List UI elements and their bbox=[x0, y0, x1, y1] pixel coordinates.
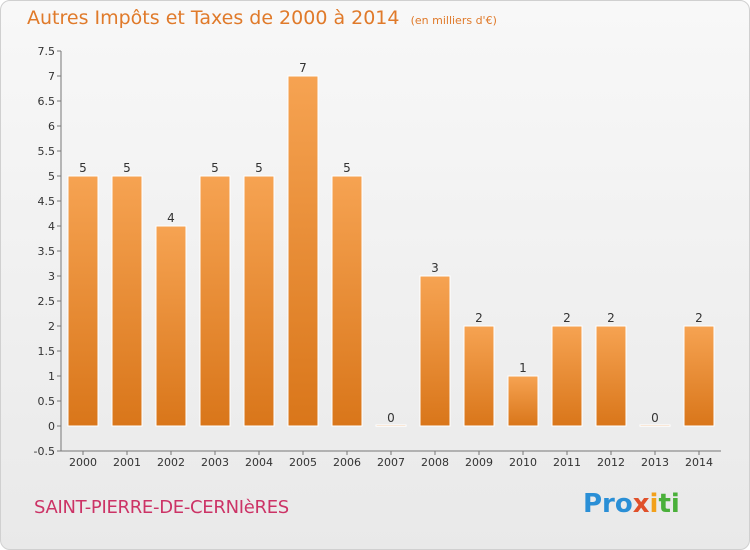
bar-value-label: 5 bbox=[211, 161, 219, 175]
chart-title: Autres Impôts et Taxes de 2000 à 2014 bbox=[27, 7, 400, 29]
y-tick-label: 4 bbox=[48, 220, 55, 233]
y-tick-label: -0.5 bbox=[34, 445, 55, 458]
x-tick-label: 2001 bbox=[113, 456, 141, 469]
bar-value-label: 1 bbox=[519, 361, 527, 375]
x-tick-label: 2003 bbox=[201, 456, 229, 469]
y-tick-label: 1.5 bbox=[38, 345, 56, 358]
bar-value-label: 5 bbox=[123, 161, 131, 175]
bar-value-label: 5 bbox=[343, 161, 351, 175]
bar bbox=[551, 325, 583, 427]
y-tick-label: 1 bbox=[48, 370, 55, 383]
y-tick-label: 0 bbox=[48, 420, 55, 433]
logo-part-2: x bbox=[632, 489, 650, 519]
logo-part-3: i bbox=[649, 489, 659, 519]
x-tick-label: 2004 bbox=[245, 456, 273, 469]
bar bbox=[111, 175, 143, 427]
bar bbox=[331, 175, 363, 427]
x-tick-label: 2007 bbox=[377, 456, 405, 469]
y-tick-label: 3.5 bbox=[38, 245, 56, 258]
y-tick-label: 6 bbox=[48, 120, 55, 133]
y-tick-label: 5.5 bbox=[38, 145, 56, 158]
bar bbox=[155, 225, 187, 427]
bar-value-label: 0 bbox=[387, 411, 395, 425]
bar-value-label: 4 bbox=[167, 211, 175, 225]
bar-value-label: 2 bbox=[563, 311, 571, 325]
bar-value-label: 0 bbox=[651, 411, 659, 425]
x-tick-label: 2012 bbox=[597, 456, 625, 469]
bar bbox=[683, 325, 715, 427]
commune-name: SAINT-PIERRE-DE-CERNIèRES bbox=[34, 497, 289, 518]
y-tick-label: 0.5 bbox=[38, 395, 56, 408]
x-tick-label: 2002 bbox=[157, 456, 185, 469]
y-tick-label: 2.5 bbox=[38, 295, 56, 308]
bar bbox=[639, 424, 671, 427]
y-tick-label: 6.5 bbox=[38, 95, 56, 108]
y-tick-label: 5 bbox=[48, 170, 55, 183]
bar bbox=[507, 375, 539, 427]
bar bbox=[199, 175, 231, 427]
bar bbox=[463, 325, 495, 427]
y-tick-label: 4.5 bbox=[38, 195, 56, 208]
x-tick-label: 2000 bbox=[69, 456, 97, 469]
logo-part-4: ti bbox=[658, 489, 680, 519]
x-tick-label: 2013 bbox=[641, 456, 669, 469]
bar bbox=[243, 175, 275, 427]
y-tick-label: 7.5 bbox=[38, 45, 56, 58]
x-tick-label: 2011 bbox=[553, 456, 581, 469]
bar bbox=[595, 325, 627, 427]
bar-value-label: 2 bbox=[607, 311, 615, 325]
proxiti-logo[interactable]: Proxiti bbox=[583, 489, 680, 519]
y-tick-label: 2 bbox=[48, 320, 55, 333]
bar-value-label: 5 bbox=[79, 161, 87, 175]
bar-value-label: 2 bbox=[475, 311, 483, 325]
x-tick-label: 2010 bbox=[509, 456, 537, 469]
bar bbox=[419, 275, 451, 427]
x-tick-label: 2014 bbox=[685, 456, 713, 469]
x-tick-label: 2006 bbox=[333, 456, 361, 469]
x-tick-label: 2008 bbox=[421, 456, 449, 469]
bar bbox=[287, 75, 319, 427]
logo-part-1: Pro bbox=[583, 489, 633, 519]
bar bbox=[375, 424, 407, 427]
unit-note: (en milliers d'€) bbox=[410, 14, 497, 27]
bar bbox=[67, 175, 99, 427]
bar-value-label: 2 bbox=[695, 311, 703, 325]
x-tick-label: 2009 bbox=[465, 456, 493, 469]
x-tick-label: 2005 bbox=[289, 456, 317, 469]
title-row: Autres Impôts et Taxes de 2000 à 2014 (e… bbox=[27, 7, 497, 29]
bar-value-label: 7 bbox=[299, 61, 307, 75]
y-tick-label: 3 bbox=[48, 270, 55, 283]
y-tick-label: 7 bbox=[48, 70, 55, 83]
bar-value-label: 3 bbox=[431, 261, 439, 275]
bar-value-label: 5 bbox=[255, 161, 263, 175]
